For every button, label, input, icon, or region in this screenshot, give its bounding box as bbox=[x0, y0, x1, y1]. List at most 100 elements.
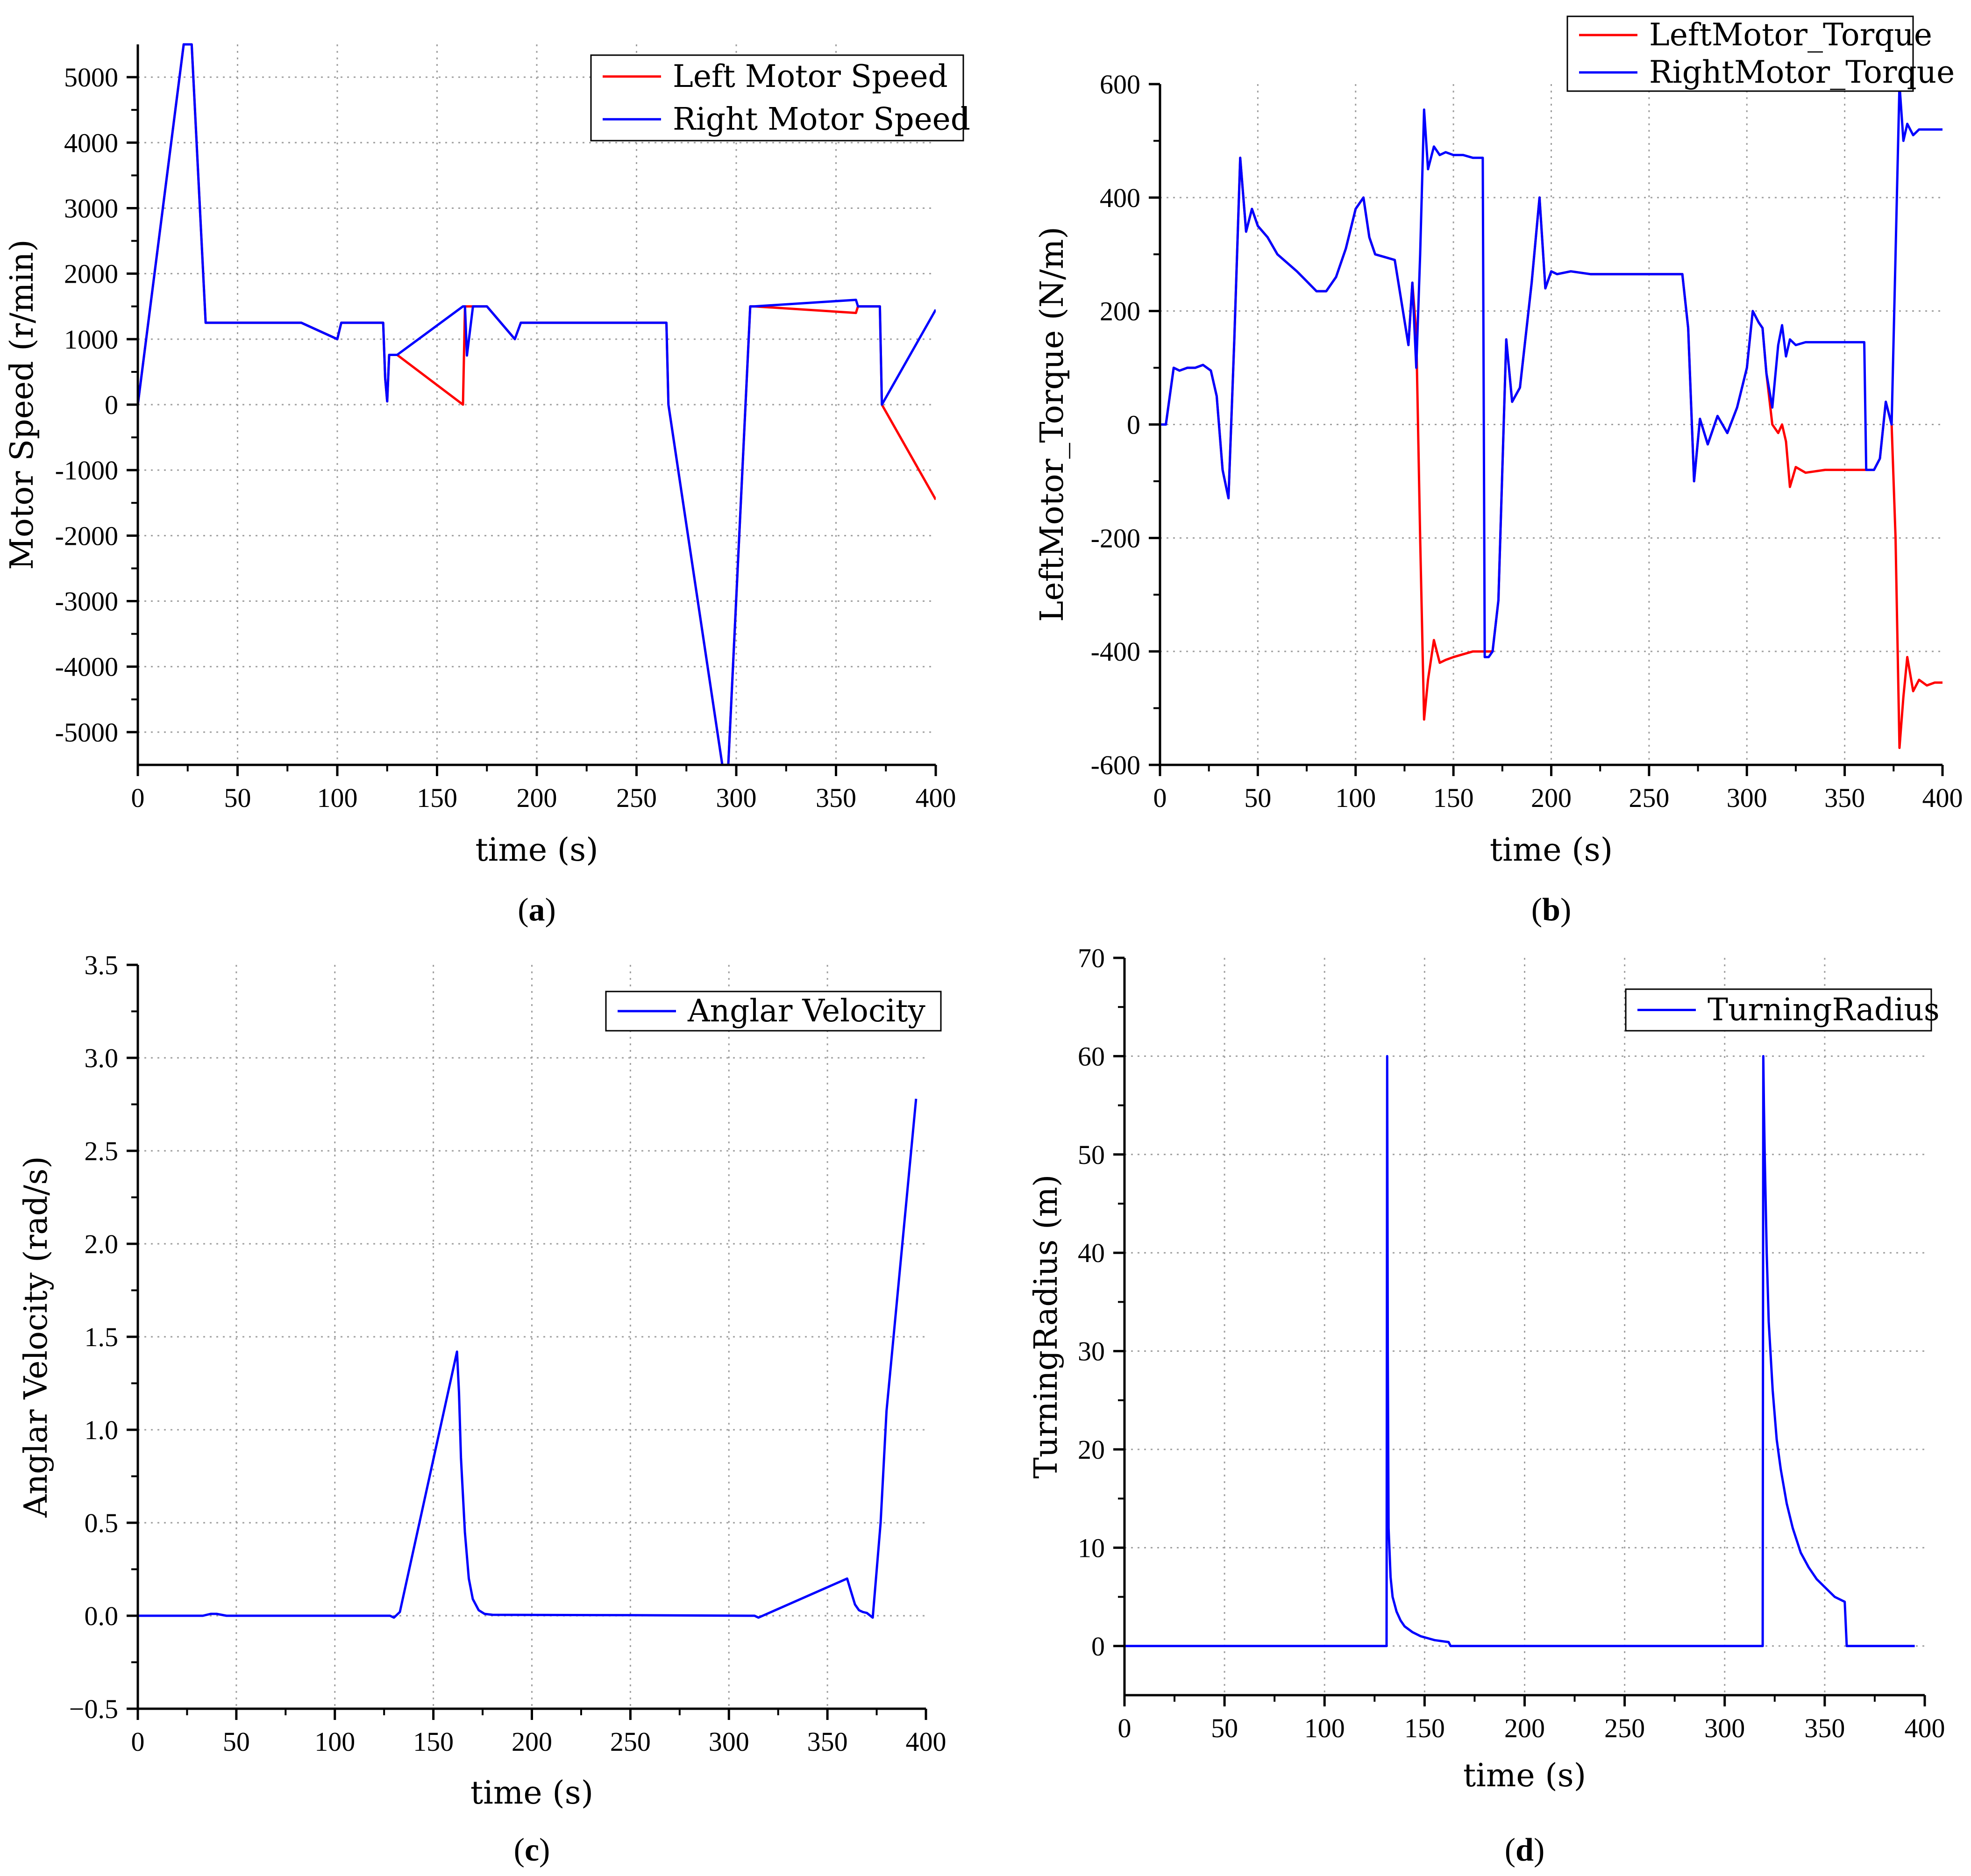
y-tick-label: -1000 bbox=[55, 455, 118, 485]
x-tick-label: 150 bbox=[1404, 1713, 1445, 1743]
x-tick-label: 300 bbox=[709, 1726, 749, 1757]
x-tick-label: 150 bbox=[1433, 783, 1474, 813]
x-tick-label: 200 bbox=[517, 783, 557, 813]
y-tick-label: 1.5 bbox=[85, 1322, 119, 1352]
x-tick-label: 250 bbox=[610, 1726, 651, 1757]
x-tick-label: 100 bbox=[314, 1726, 355, 1757]
x-tick-label: 350 bbox=[807, 1726, 848, 1757]
series-line-anglar-velocity bbox=[138, 1098, 918, 1619]
x-tick-label: 0 bbox=[131, 1726, 145, 1757]
x-tick-label: 100 bbox=[317, 783, 358, 813]
y-tick-label: -2000 bbox=[55, 521, 118, 551]
x-tick-label: 150 bbox=[417, 783, 457, 813]
x-tick-label: 400 bbox=[1905, 1713, 1945, 1743]
y-tick-label: 2000 bbox=[64, 259, 118, 289]
y-tick-label: 3.0 bbox=[85, 1043, 119, 1073]
legend-label: TurningRadius bbox=[1708, 992, 1940, 1028]
panel-label: (a) bbox=[518, 892, 556, 928]
x-tick-label: 300 bbox=[1704, 1713, 1745, 1743]
y-tick-label: -600 bbox=[1091, 750, 1140, 780]
y-tick-label: -400 bbox=[1091, 636, 1140, 667]
chart-panel-b: 0 50 100 150 200 250 300 350 400 -600 -400 -200 0 200… bbox=[1034, 15, 1963, 928]
x-tick-label: 200 bbox=[1504, 1713, 1545, 1743]
y-tick-label: 70 bbox=[1078, 943, 1105, 973]
series-group bbox=[138, 1098, 918, 1619]
chart-panel-d: 0 50 100 150 200 250 300 350 400 0 10 20 30 40 50 60 70 t… bbox=[1028, 943, 1945, 1868]
x-tick-label: 100 bbox=[1335, 783, 1376, 813]
legend-label: Right Motor Speed bbox=[673, 101, 970, 137]
x-tick-label: 0 bbox=[1118, 1713, 1131, 1743]
y-tick-label: 30 bbox=[1078, 1336, 1105, 1367]
legend-box bbox=[590, 54, 964, 142]
series-line-right-motor-speed bbox=[138, 43, 936, 766]
x-axis-label: time (s) bbox=[470, 1775, 593, 1812]
x-tick-label: 200 bbox=[512, 1726, 552, 1757]
y-tick-label: 0 bbox=[105, 390, 118, 420]
y-tick-label: 60 bbox=[1078, 1041, 1105, 1071]
series-line-rightmotor-torque bbox=[1160, 83, 1943, 658]
x-tick-label: 100 bbox=[1304, 1713, 1345, 1743]
legend-box bbox=[605, 991, 942, 1032]
x-tick-label: 250 bbox=[616, 783, 657, 813]
y-tick-label: 3.5 bbox=[85, 950, 119, 980]
legend-label: Anglar Velocity bbox=[687, 993, 926, 1029]
y-tick-label: 0.5 bbox=[85, 1508, 119, 1538]
y-axis-label: Motor Speed (r/min) bbox=[4, 239, 41, 570]
y-tick-label: -3000 bbox=[55, 586, 118, 617]
y-tick-label: 1000 bbox=[64, 324, 118, 355]
x-tick-label: 150 bbox=[413, 1726, 454, 1757]
legend: Left Motor Speed Right Motor Speed bbox=[590, 54, 970, 142]
legend: Anglar Velocity bbox=[605, 991, 942, 1032]
x-tick-label: 250 bbox=[1629, 783, 1669, 813]
series-group bbox=[138, 43, 936, 766]
x-tick-label: 0 bbox=[131, 783, 145, 813]
x-tick-label: 50 bbox=[1211, 1713, 1238, 1743]
y-tick-label: 3000 bbox=[64, 193, 118, 223]
x-axis-label: time (s) bbox=[475, 832, 598, 869]
y-tick-label: 20 bbox=[1078, 1434, 1105, 1465]
series-line-turningradius bbox=[1124, 1055, 1915, 1648]
y-axis-label: Anglar Velocity (rad/s) bbox=[18, 1156, 55, 1518]
x-tick-label: 50 bbox=[224, 783, 251, 813]
x-tick-label: 50 bbox=[1244, 783, 1271, 813]
y-tick-label: 400 bbox=[1100, 183, 1140, 213]
y-tick-label: 600 bbox=[1100, 69, 1140, 100]
x-axis-label: time (s) bbox=[1463, 1757, 1586, 1794]
x-axis-label: time (s) bbox=[1490, 832, 1613, 869]
x-tick-label: 300 bbox=[1727, 783, 1767, 813]
x-tick-label: 400 bbox=[916, 783, 956, 813]
y-tick-label: 0 bbox=[1127, 410, 1140, 440]
y-tick-label: 10 bbox=[1078, 1533, 1105, 1563]
y-tick-label: -5000 bbox=[55, 717, 118, 748]
x-tick-label: 350 bbox=[1804, 1713, 1845, 1743]
y-tick-label: 5000 bbox=[64, 62, 118, 93]
series-line-leftmotor-torque bbox=[1160, 157, 1943, 749]
legend-label: LeftMotor_Torque bbox=[1649, 17, 1932, 53]
y-tick-label: 4000 bbox=[64, 128, 118, 158]
x-tick-label: 300 bbox=[716, 783, 757, 813]
y-tick-label: −0.5 bbox=[69, 1694, 118, 1724]
y-tick-label: 2.5 bbox=[85, 1136, 119, 1166]
x-tick-label: 250 bbox=[1604, 1713, 1645, 1743]
x-tick-label: 200 bbox=[1531, 783, 1572, 813]
x-tick-label: 400 bbox=[1922, 783, 1963, 813]
series-group bbox=[1124, 1055, 1915, 1648]
y-tick-label: 0.0 bbox=[85, 1601, 119, 1631]
y-tick-label: 0 bbox=[1091, 1631, 1105, 1662]
y-tick-label: 2.0 bbox=[85, 1229, 119, 1259]
y-tick-label: 1.0 bbox=[85, 1415, 119, 1445]
x-tick-label: 350 bbox=[816, 783, 856, 813]
y-tick-label: -200 bbox=[1091, 523, 1140, 553]
chart-panel-a: 0 50 100 150 200 250 300 350 400 -5000 -4000 -3000 -… bbox=[4, 43, 970, 928]
legend: TurningRadius bbox=[1625, 988, 1940, 1032]
panel-label: (d) bbox=[1505, 1832, 1545, 1868]
y-axis-label: TurningRadius (m) bbox=[1028, 1175, 1065, 1479]
panel-label: (c) bbox=[514, 1832, 550, 1868]
legend-label: RightMotor_Torque bbox=[1649, 54, 1955, 90]
legend-box bbox=[1566, 15, 1914, 92]
legend-label: Left Motor Speed bbox=[673, 58, 948, 94]
y-tick-label: -4000 bbox=[55, 652, 118, 682]
chart-panel-c: 0 50 100 150 200 250 300 350 400 −0.5 0.0 0.5 1.0 1.5… bbox=[18, 950, 946, 1868]
